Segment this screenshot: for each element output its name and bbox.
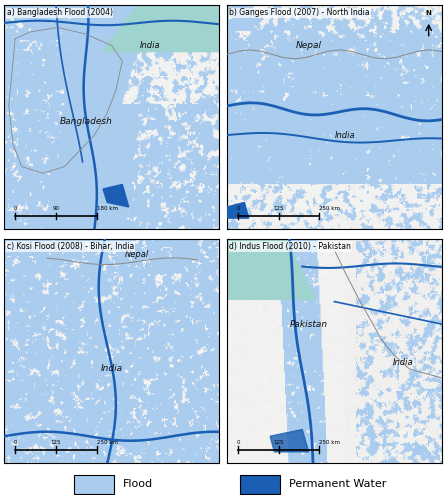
Text: 250 km: 250 km <box>319 440 340 445</box>
Text: 125: 125 <box>273 206 284 212</box>
Text: b) Ganges Flood (2007) - North India: b) Ganges Flood (2007) - North India <box>229 8 370 18</box>
Text: 125: 125 <box>51 440 61 445</box>
Text: Nepal: Nepal <box>296 41 322 50</box>
Text: India: India <box>392 358 413 366</box>
Text: 0: 0 <box>13 206 17 212</box>
FancyBboxPatch shape <box>74 476 114 494</box>
Polygon shape <box>227 202 249 218</box>
Text: 0: 0 <box>236 206 240 212</box>
Text: 250 km: 250 km <box>319 206 340 212</box>
Polygon shape <box>270 430 309 452</box>
Text: 90: 90 <box>52 206 59 212</box>
Text: India: India <box>100 364 123 374</box>
Text: Permanent Water: Permanent Water <box>289 479 386 489</box>
Polygon shape <box>103 184 129 207</box>
Text: a) Bangladesh Flood (2004): a) Bangladesh Flood (2004) <box>7 8 112 18</box>
Text: Bangladesh: Bangladesh <box>59 117 112 126</box>
Text: d) Indus Flood (2010) - Pakistan: d) Indus Flood (2010) - Pakistan <box>229 242 351 251</box>
Text: 250 km: 250 km <box>97 440 118 445</box>
FancyBboxPatch shape <box>240 476 280 494</box>
Text: Pakistan: Pakistan <box>289 320 328 328</box>
Text: N: N <box>426 10 432 16</box>
Text: India: India <box>140 41 161 50</box>
Text: 0: 0 <box>236 440 240 445</box>
Text: 125: 125 <box>273 440 284 445</box>
Text: c) Kosi Flood (2008) - Bihar, India: c) Kosi Flood (2008) - Bihar, India <box>7 242 134 251</box>
Text: 0: 0 <box>13 440 17 445</box>
Text: India: India <box>335 130 355 140</box>
Text: Nepal: Nepal <box>125 250 149 259</box>
Text: Flood: Flood <box>123 479 153 489</box>
Text: 180 km: 180 km <box>97 206 118 212</box>
